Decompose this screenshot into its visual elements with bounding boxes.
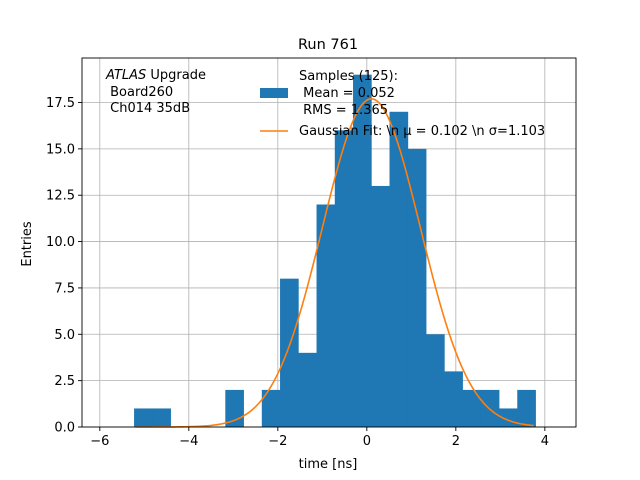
y-tick-label: 17.5 — [46, 96, 75, 111]
histogram-bar — [316, 204, 336, 427]
y-axis-label: Entries — [20, 221, 35, 267]
histogram-bar — [225, 389, 244, 427]
atlas-board-label: Board260 — [106, 85, 173, 100]
x-tick-label: −6 — [90, 434, 109, 449]
gaussian-fit-curve — [135, 98, 534, 428]
y-tick-label: 15.0 — [46, 142, 75, 157]
y-axis-ticks: 0.0 2.5 5.0 7.5 10.0 12.5 15.0 17.5 — [46, 96, 82, 436]
histogram-bar — [407, 148, 427, 427]
y-tick-label: 7.5 — [54, 281, 75, 296]
histogram-bar — [426, 334, 445, 427]
legend: Samples (125): Mean = 0.052 RMS = 1.365 … — [260, 69, 545, 139]
histogram-bar — [134, 408, 153, 427]
histogram-bar — [389, 111, 409, 428]
x-tick-label: 4 — [541, 434, 549, 449]
histogram-bar — [444, 371, 463, 427]
histogram-bar — [152, 408, 171, 427]
y-tick-label: 10.0 — [46, 235, 75, 250]
x-tick-label: −4 — [179, 434, 198, 449]
y-tick-label: 2.5 — [54, 374, 75, 389]
atlas-annotation-line1: ATLAS Upgrade — [105, 68, 206, 83]
histogram-bar — [261, 389, 281, 427]
x-tick-label: 0 — [363, 434, 371, 449]
atlas-italic-label: ATLAS — [105, 68, 146, 83]
x-axis-label: time [ns] — [299, 457, 358, 472]
legend-hist-label-line2: Mean = 0.052 — [299, 86, 395, 101]
legend-fit-label: Gaussian Fit: \n μ = 0.102 \n σ=1.103 — [299, 124, 545, 139]
histogram-bar — [462, 389, 482, 427]
chart-title: Run 761 — [298, 37, 358, 53]
atlas-upgrade-label: Upgrade — [146, 68, 206, 83]
atlas-channel-label: Ch014 35dB — [106, 101, 190, 116]
y-tick-label: 0.0 — [54, 421, 75, 436]
y-tick-label: 5.0 — [54, 328, 75, 343]
histogram-bar — [353, 74, 372, 427]
x-tick-label: −2 — [268, 434, 287, 449]
x-axis-ticks: −6 −4 −2 0 2 4 — [90, 427, 549, 449]
histogram-bar — [334, 130, 354, 427]
histogram-bar — [298, 352, 317, 427]
y-tick-label: 12.5 — [46, 189, 75, 204]
legend-hist-label-line1: Samples (125): — [299, 69, 398, 84]
legend-hist-label-line3: RMS = 1.365 — [299, 103, 388, 118]
histogram-bar — [371, 185, 390, 427]
histogram-bars — [134, 74, 536, 428]
axes-frame — [81, 57, 577, 428]
histogram-bar — [517, 389, 536, 427]
x-tick-label: 2 — [452, 434, 460, 449]
histogram-bar — [280, 278, 299, 427]
legend-hist-swatch — [260, 88, 288, 98]
